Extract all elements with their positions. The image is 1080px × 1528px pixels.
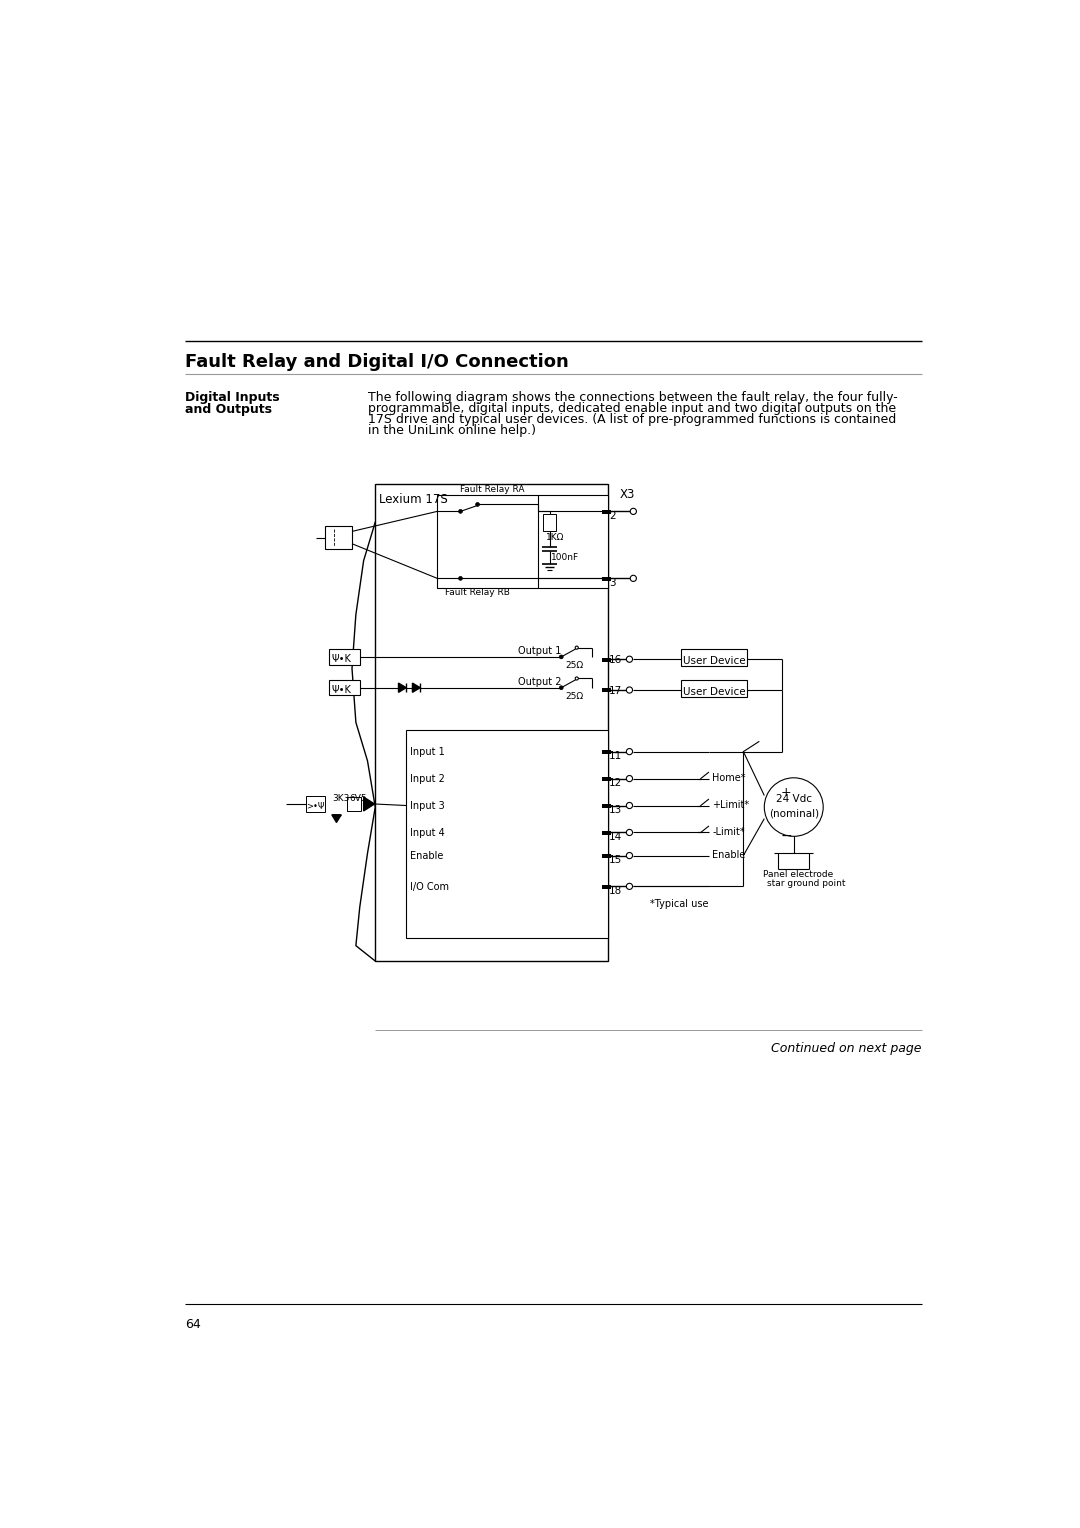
Circle shape	[459, 509, 462, 513]
Bar	[602, 689, 611, 692]
Text: Input 3: Input 3	[410, 801, 445, 811]
Text: Fault Relay RB: Fault Relay RB	[445, 588, 510, 597]
Bar	[328, 649, 360, 665]
Text: 15: 15	[609, 854, 622, 865]
Bar	[437, 495, 608, 588]
Text: Panel electrode: Panel electrode	[762, 871, 833, 879]
Text: Fault Relay RA: Fault Relay RA	[460, 484, 525, 494]
Bar	[681, 680, 747, 697]
Text: 2: 2	[609, 510, 616, 521]
Circle shape	[576, 677, 578, 680]
Text: 100nF: 100nF	[551, 553, 579, 562]
Text: I/O Com: I/O Com	[410, 882, 449, 892]
Text: Enable: Enable	[713, 850, 746, 860]
Polygon shape	[399, 683, 406, 692]
Text: Enable: Enable	[410, 851, 444, 862]
Circle shape	[626, 688, 633, 694]
Text: Home*: Home*	[713, 773, 746, 782]
Text: 17: 17	[609, 686, 622, 697]
Bar	[602, 854, 611, 857]
Text: 16: 16	[609, 656, 622, 665]
Text: +: +	[781, 785, 792, 799]
Text: (nominal): (nominal)	[769, 808, 819, 817]
Circle shape	[626, 830, 633, 836]
Circle shape	[576, 646, 578, 649]
Text: 3: 3	[609, 578, 616, 588]
Text: star ground point: star ground point	[767, 879, 846, 888]
Circle shape	[626, 776, 633, 782]
Text: Input 4: Input 4	[410, 828, 445, 839]
Text: Output 1: Output 1	[518, 646, 562, 656]
Text: 24 Vdc: 24 Vdc	[775, 795, 812, 804]
Circle shape	[559, 686, 563, 689]
Text: 64: 64	[186, 1317, 201, 1331]
Circle shape	[631, 575, 636, 582]
Text: and Outputs: and Outputs	[186, 403, 272, 416]
Text: −: −	[780, 828, 792, 842]
Text: in the UniLink online help.): in the UniLink online help.)	[367, 423, 536, 437]
Text: Lexium 17S: Lexium 17S	[379, 494, 448, 506]
Text: User Device: User Device	[683, 656, 745, 666]
Text: -Limit*: -Limit*	[713, 827, 745, 837]
Circle shape	[459, 576, 462, 581]
Bar	[375, 484, 608, 961]
Polygon shape	[413, 683, 420, 692]
Bar	[347, 798, 361, 811]
Circle shape	[626, 802, 633, 808]
Text: 13: 13	[609, 805, 622, 814]
Text: Continued on next page: Continued on next page	[771, 1042, 921, 1054]
Text: User Device: User Device	[683, 686, 745, 697]
Text: programmable, digital inputs, dedicated enable input and two digital outputs on : programmable, digital inputs, dedicated …	[367, 402, 895, 416]
Bar	[602, 750, 611, 753]
Text: Ψ•K: Ψ•K	[332, 685, 351, 695]
Polygon shape	[364, 798, 375, 811]
Text: 18: 18	[609, 886, 622, 895]
Bar	[602, 657, 611, 662]
Circle shape	[559, 656, 563, 659]
Text: 25Ω: 25Ω	[565, 692, 583, 700]
Bar	[328, 680, 360, 695]
Circle shape	[626, 853, 633, 859]
Text: 3K3: 3K3	[333, 795, 350, 804]
Bar	[681, 649, 747, 666]
Text: X3: X3	[619, 487, 635, 501]
Bar	[602, 778, 611, 781]
Text: Input 1: Input 1	[410, 747, 445, 758]
Bar	[325, 526, 352, 549]
Bar	[306, 796, 325, 813]
Text: Ψ•K: Ψ•K	[332, 654, 351, 665]
Text: >•Ψ: >•Ψ	[307, 802, 325, 811]
Circle shape	[626, 883, 633, 889]
Bar	[602, 510, 611, 513]
Text: 25Ω: 25Ω	[565, 660, 583, 669]
Bar	[543, 515, 556, 532]
Circle shape	[475, 503, 480, 506]
Bar	[602, 804, 611, 808]
Text: *Typical use: *Typical use	[650, 900, 708, 909]
Text: Output 2: Output 2	[517, 677, 562, 688]
Text: 11: 11	[609, 750, 622, 761]
Text: +Limit*: +Limit*	[713, 799, 750, 810]
Circle shape	[631, 509, 636, 515]
Text: The following diagram shows the connections between the fault relay, the four fu: The following diagram shows the connecti…	[367, 391, 897, 405]
Bar	[602, 831, 611, 834]
Text: 14: 14	[609, 831, 622, 842]
Bar	[406, 730, 608, 938]
Circle shape	[626, 749, 633, 755]
Polygon shape	[332, 814, 341, 822]
Bar	[602, 885, 611, 889]
Text: 6V5: 6V5	[350, 795, 367, 804]
Text: 12: 12	[609, 778, 622, 788]
Circle shape	[765, 778, 823, 836]
Circle shape	[626, 656, 633, 662]
Text: 1KΩ: 1KΩ	[545, 533, 564, 542]
Text: Input 2: Input 2	[410, 775, 445, 784]
Text: Digital Inputs: Digital Inputs	[186, 391, 280, 405]
Text: 17S drive and typical user devices. (A list of pre-programmed functions is conta: 17S drive and typical user devices. (A l…	[367, 413, 895, 426]
Bar	[602, 578, 611, 581]
Text: Fault Relay and Digital I/O Connection: Fault Relay and Digital I/O Connection	[186, 353, 569, 371]
